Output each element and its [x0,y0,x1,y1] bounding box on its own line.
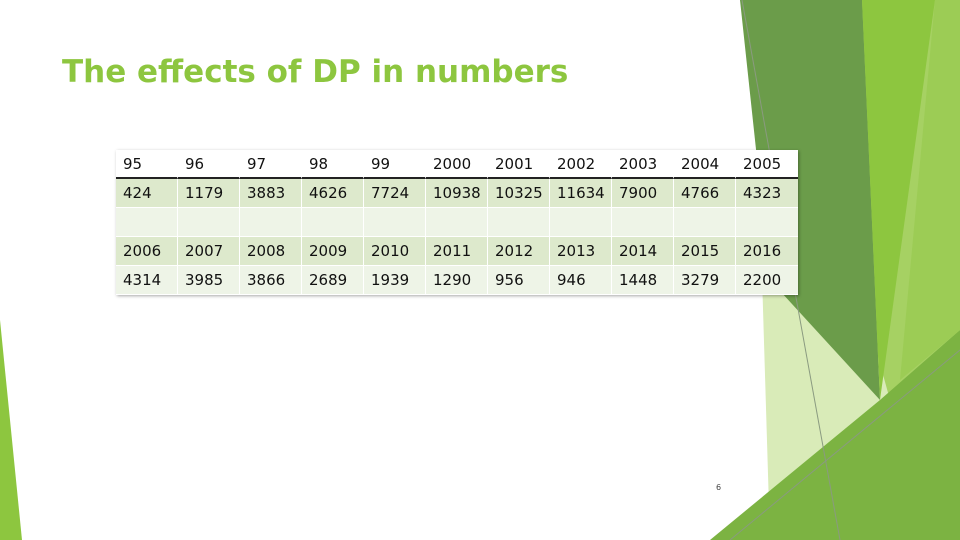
table-cell: 2012 [488,237,550,266]
table-cell: 98 [302,150,364,179]
table-cell [116,208,178,237]
table-row: 424 1179 3883 4626 7724 10938 10325 1163… [116,179,798,208]
table-cell: 2006 [116,237,178,266]
table-header-row: 95 96 97 98 99 2000 2001 2002 2003 2004 … [116,150,798,179]
table-cell: 2007 [178,237,240,266]
table-cell [426,208,488,237]
table-cell: 10938 [426,179,488,208]
table-cell [674,208,736,237]
table-cell: 97 [240,150,302,179]
table-cell [364,208,426,237]
table-cell: 11634 [550,179,612,208]
table-cell: 2004 [674,150,736,179]
table-cell: 10325 [488,179,550,208]
table-cell: 3883 [240,179,302,208]
slide-title: The effects of DP in numbers [62,54,569,90]
table-row: 2006 2007 2008 2009 2010 2011 2012 2013 … [116,237,798,266]
table-cell [240,208,302,237]
table-cell: 4323 [736,179,798,208]
right-edge-shape [900,0,960,380]
right-bottom-shape [710,330,960,540]
table-cell: 1939 [364,266,426,295]
table-cell: 2013 [550,237,612,266]
table-cell: 424 [116,179,178,208]
table-cell: 2015 [674,237,736,266]
table-cell: 7724 [364,179,426,208]
page-number: 6 [716,483,722,492]
table-cell [302,208,364,237]
left-accent-shape [0,320,22,540]
right-dark-shape [740,0,880,400]
table-cell: 3866 [240,266,302,295]
table-cell: 2014 [612,237,674,266]
table-cell: 3279 [674,266,736,295]
table-cell: 1448 [612,266,674,295]
table-cell: 96 [178,150,240,179]
table-row: 4314 3985 3866 2689 1939 1290 956 946 14… [116,266,798,295]
table-cell [612,208,674,237]
table-cell: 4626 [302,179,364,208]
table-cell: 2016 [736,237,798,266]
table-cell: 956 [488,266,550,295]
table-cell: 2689 [302,266,364,295]
table-cell: 99 [364,150,426,179]
table-cell: 2000 [426,150,488,179]
decor-line [729,349,960,540]
table-cell: 1179 [178,179,240,208]
table-cell [736,208,798,237]
table-row [116,208,798,237]
table-cell: 2009 [302,237,364,266]
table-cell: 2005 [736,150,798,179]
table-cell: 2011 [426,237,488,266]
table-cell: 946 [550,266,612,295]
data-table: 95 96 97 98 99 2000 2001 2002 2003 2004 … [116,150,798,295]
table-cell: 1290 [426,266,488,295]
table-cell: 3985 [178,266,240,295]
table-cell: 4766 [674,179,736,208]
table-cell: 95 [116,150,178,179]
table-cell: 2200 [736,266,798,295]
table-cell: 7900 [612,179,674,208]
table-cell: 2002 [550,150,612,179]
table-cell [178,208,240,237]
table-cell [488,208,550,237]
table-cell: 2008 [240,237,302,266]
right-bright-shape [862,0,935,400]
table-cell: 4314 [116,266,178,295]
table-cell: 2003 [612,150,674,179]
table-cell: 2001 [488,150,550,179]
table-cell [550,208,612,237]
table-cell: 2010 [364,237,426,266]
